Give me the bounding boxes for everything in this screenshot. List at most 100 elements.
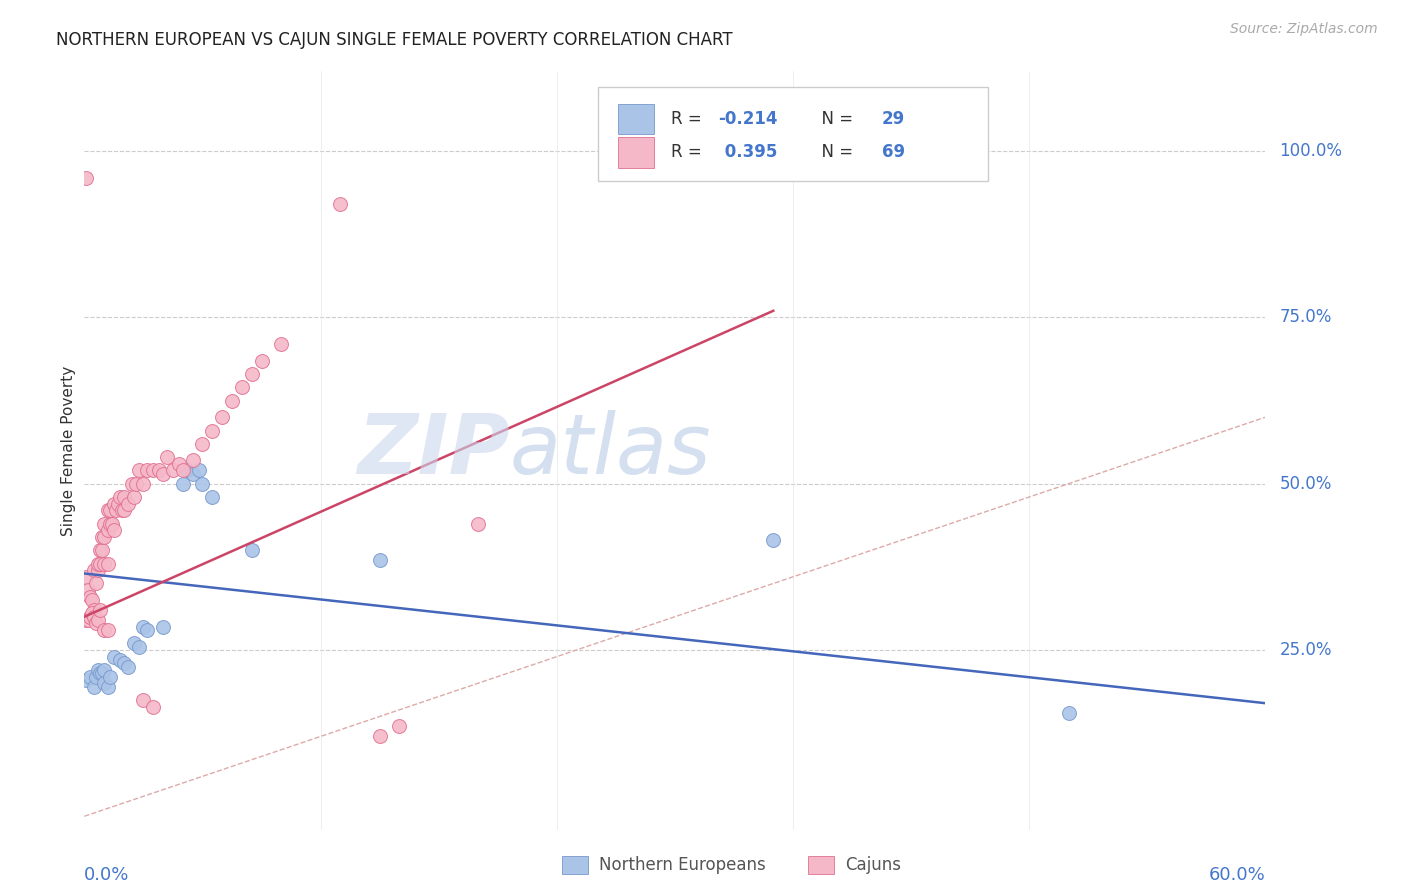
Text: -0.214: -0.214 <box>718 110 778 128</box>
Point <box>142 463 165 477</box>
Text: Source: ZipAtlas.com: Source: ZipAtlas.com <box>1230 22 1378 37</box>
Point <box>97 623 120 637</box>
Point <box>75 673 97 687</box>
Text: 0.0%: 0.0% <box>84 866 129 884</box>
Point <box>156 450 179 464</box>
Point <box>117 497 139 511</box>
Point <box>91 530 114 544</box>
Point <box>136 623 159 637</box>
Point <box>231 380 253 394</box>
Text: 50.0%: 50.0% <box>1279 475 1331 492</box>
Point <box>117 659 139 673</box>
Point <box>108 653 131 667</box>
Point <box>104 503 127 517</box>
Point <box>79 670 101 684</box>
Point <box>221 393 243 408</box>
Point <box>128 463 150 477</box>
Point <box>84 670 107 684</box>
Point <box>93 557 115 571</box>
Point <box>172 463 194 477</box>
Text: 29: 29 <box>882 110 905 128</box>
Point <box>240 367 263 381</box>
Point <box>89 543 111 558</box>
Point <box>98 503 121 517</box>
Point <box>75 613 97 627</box>
Point <box>270 337 292 351</box>
Text: 69: 69 <box>882 144 904 161</box>
Point <box>329 197 352 211</box>
Point <box>83 563 105 577</box>
Text: atlas: atlas <box>509 410 711 491</box>
Point <box>93 530 115 544</box>
Point <box>97 523 120 537</box>
Point <box>1057 706 1080 721</box>
Point <box>93 663 115 677</box>
Point <box>191 437 214 451</box>
Bar <box>619 104 654 135</box>
Bar <box>619 137 654 168</box>
Text: 60.0%: 60.0% <box>1209 866 1265 884</box>
Point <box>250 353 273 368</box>
Point <box>108 490 131 504</box>
Point <box>87 613 110 627</box>
Point <box>172 476 194 491</box>
Point <box>77 613 100 627</box>
Text: 0.395: 0.395 <box>718 144 778 161</box>
Point <box>89 666 111 681</box>
Point <box>91 666 114 681</box>
Point <box>97 680 120 694</box>
Point <box>112 657 135 671</box>
Point <box>103 497 125 511</box>
Point <box>240 543 263 558</box>
Point <box>98 670 121 684</box>
Point <box>368 730 391 744</box>
Point <box>181 467 204 481</box>
Point <box>87 663 110 677</box>
Text: R =: R = <box>671 110 707 128</box>
Point <box>82 593 104 607</box>
Point <box>93 623 115 637</box>
Point <box>83 609 105 624</box>
Point <box>121 476 143 491</box>
Point <box>84 576 107 591</box>
Text: 25.0%: 25.0% <box>1279 641 1331 659</box>
Point <box>101 516 124 531</box>
Point <box>111 503 134 517</box>
Text: Northern Europeans: Northern Europeans <box>599 856 766 874</box>
Point <box>176 463 198 477</box>
Point <box>201 490 224 504</box>
Point <box>91 543 114 558</box>
Point <box>93 516 115 531</box>
Point <box>83 603 105 617</box>
Point <box>122 490 145 504</box>
Point <box>79 609 101 624</box>
Point <box>97 557 120 571</box>
Point <box>77 583 100 598</box>
Point <box>148 463 170 477</box>
Text: NORTHERN EUROPEAN VS CAJUN SINGLE FEMALE POVERTY CORRELATION CHART: NORTHERN EUROPEAN VS CAJUN SINGLE FEMALE… <box>56 31 733 49</box>
Point <box>89 557 111 571</box>
Point <box>84 616 107 631</box>
Point <box>162 463 184 477</box>
Point <box>83 680 105 694</box>
Point <box>167 457 190 471</box>
FancyBboxPatch shape <box>598 87 988 181</box>
Point <box>124 476 146 491</box>
Point <box>152 467 174 481</box>
Point <box>132 476 155 491</box>
Point <box>103 649 125 664</box>
Point <box>87 563 110 577</box>
Point <box>103 523 125 537</box>
Text: 100.0%: 100.0% <box>1279 142 1343 161</box>
Point <box>122 636 145 650</box>
Point <box>181 453 204 467</box>
Point <box>75 570 97 584</box>
Point <box>75 170 97 185</box>
Point <box>132 620 155 634</box>
Point <box>112 503 135 517</box>
Point <box>136 463 159 477</box>
Point <box>187 463 209 477</box>
Y-axis label: Single Female Poverty: Single Female Poverty <box>60 366 76 535</box>
Point <box>89 603 111 617</box>
Point <box>142 699 165 714</box>
